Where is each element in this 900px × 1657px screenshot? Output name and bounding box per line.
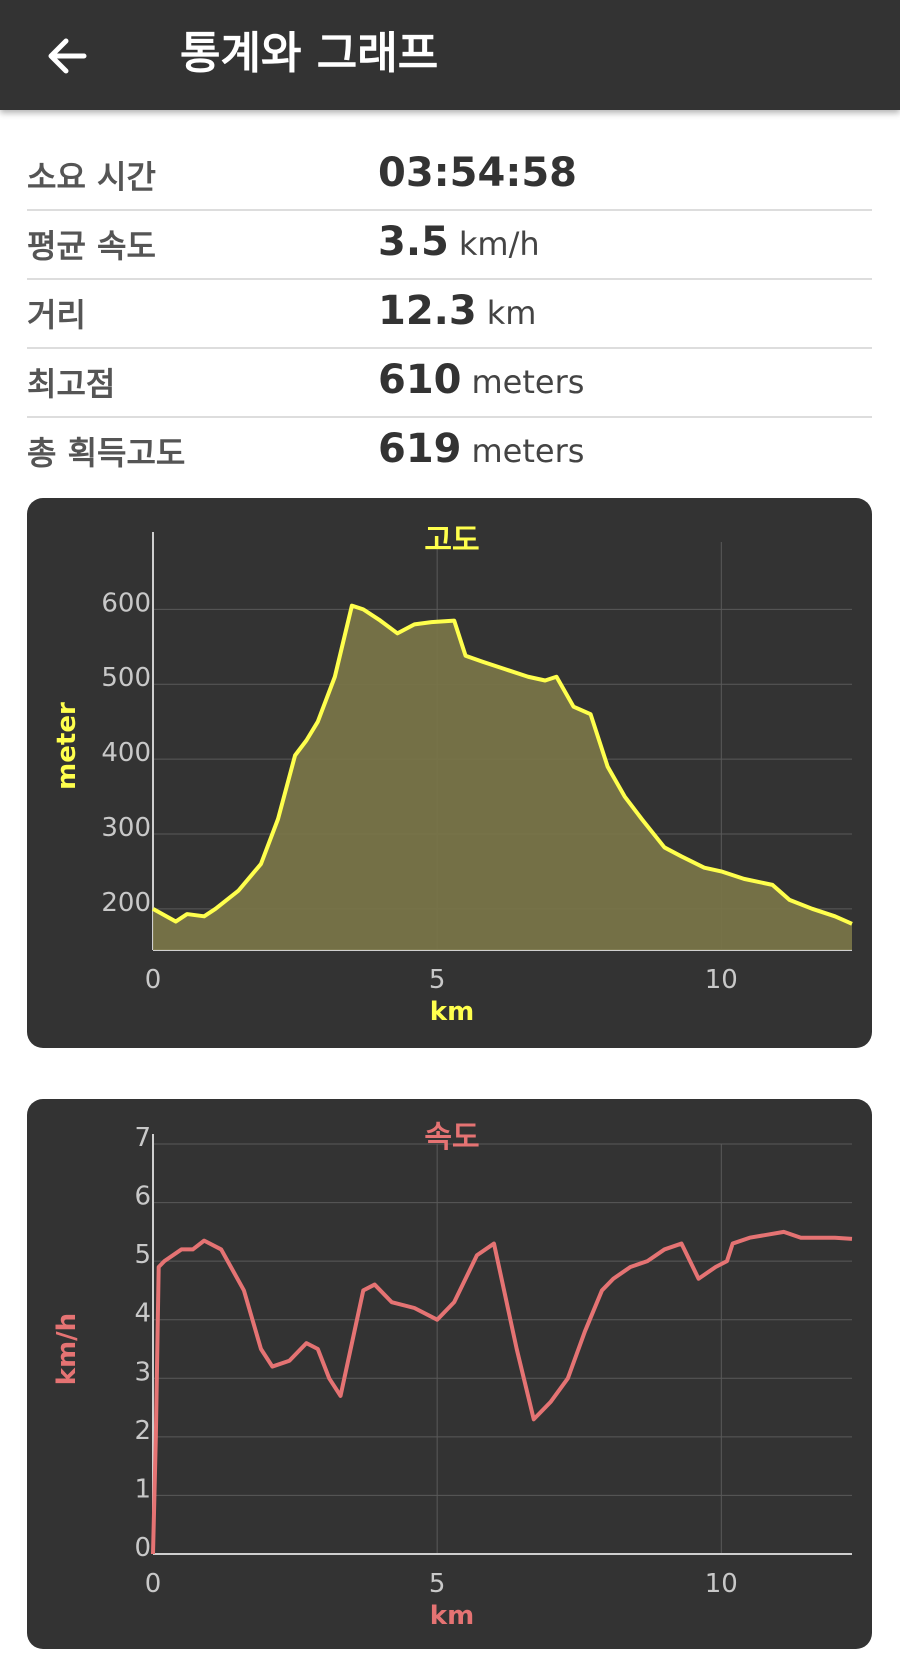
stat-row-duration: 소요 시간 03:54:58 — [27, 142, 872, 211]
y-tick-label: 0 — [134, 1533, 151, 1563]
x-tick-label: 5 — [429, 1569, 446, 1599]
y-tick-label: 6 — [134, 1182, 151, 1212]
chart-title: 속도 — [424, 1120, 479, 1155]
stat-unit: km — [486, 294, 537, 332]
y-tick-label: 400 — [101, 738, 151, 768]
x-axis-label: km — [430, 997, 474, 1027]
stat-value-wrap: 03:54:58 — [378, 150, 577, 196]
x-tick-label: 10 — [705, 965, 738, 995]
stat-value-wrap: 619 meters — [378, 426, 584, 472]
arrow-left-icon — [48, 38, 87, 74]
y-tick-label: 3 — [134, 1357, 151, 1387]
y-tick-label: 1 — [134, 1474, 151, 1504]
elevation-area — [153, 605, 852, 950]
chart-title: 고도 — [424, 523, 479, 558]
page-title: 통계와 그래프 — [180, 28, 439, 79]
stat-row-avg-speed: 평균 속도 3.5 km/h — [27, 211, 872, 280]
stat-row-max-elevation: 최고점 610 meters — [27, 349, 872, 418]
stat-label: 최고점 — [27, 365, 116, 403]
back-button[interactable] — [40, 28, 96, 84]
y-tick-label: 200 — [101, 888, 151, 918]
y-tick-label: 500 — [101, 663, 151, 693]
x-tick-label: 5 — [429, 965, 446, 995]
stat-value: 619 — [378, 426, 462, 472]
x-tick-label: 10 — [705, 1569, 738, 1599]
app-bar: 통계와 그래프 — [0, 0, 900, 110]
stat-value-wrap: 610 meters — [378, 357, 584, 403]
stat-label: 총 획득고도 — [27, 434, 186, 472]
y-axis-label: km/h — [52, 1313, 82, 1385]
stat-value: 610 — [378, 357, 462, 403]
stats-table: 소요 시간 03:54:58 평균 속도 3.5 km/h 거리 12.3 km 최… — [27, 142, 872, 485]
x-tick-label: 0 — [145, 965, 162, 995]
x-axis-label: km — [430, 1601, 474, 1631]
speed-chart: 0 5 10 0 1 2 3 4 5 6 7 속도 km km/h — [52, 1120, 853, 1631]
speed-line — [151, 1229, 853, 1555]
elevation-chart: 0 5 10 200 300 400 500 600 고도 km meter — [52, 523, 853, 1027]
y-tick-label: 4 — [134, 1299, 151, 1329]
stat-value: 3.5 — [378, 219, 449, 265]
y-tick-label: 300 — [101, 813, 151, 843]
y-axis-label: meter — [52, 702, 82, 790]
x-tick-label: 0 — [145, 1569, 162, 1599]
stat-row-total-ascent: 총 획득고도 619 meters — [27, 418, 872, 485]
elevation-line — [152, 603, 853, 926]
y-tick-label: 7 — [134, 1123, 151, 1153]
y-tick-label: 5 — [134, 1240, 151, 1270]
stat-value-wrap: 12.3 km — [378, 288, 536, 334]
stat-unit: km/h — [458, 225, 540, 263]
stat-label: 평균 속도 — [27, 227, 156, 265]
elevation-chart-card: 0 5 10 200 300 400 500 600 고도 km meter — [27, 498, 872, 1048]
speed-chart-card: 0 5 10 0 1 2 3 4 5 6 7 속도 km km/h — [27, 1099, 872, 1649]
stat-label: 거리 — [27, 296, 86, 334]
stat-value: 12.3 — [378, 288, 477, 334]
stat-label: 소요 시간 — [27, 158, 156, 196]
stat-unit: meters — [471, 363, 585, 401]
stat-row-distance: 거리 12.3 km — [27, 280, 872, 349]
stat-unit: meters — [471, 432, 585, 470]
stat-value: 03:54:58 — [378, 150, 577, 196]
stat-value-wrap: 3.5 km/h — [378, 219, 540, 265]
y-tick-label: 600 — [101, 588, 151, 618]
y-tick-label: 2 — [134, 1416, 151, 1446]
